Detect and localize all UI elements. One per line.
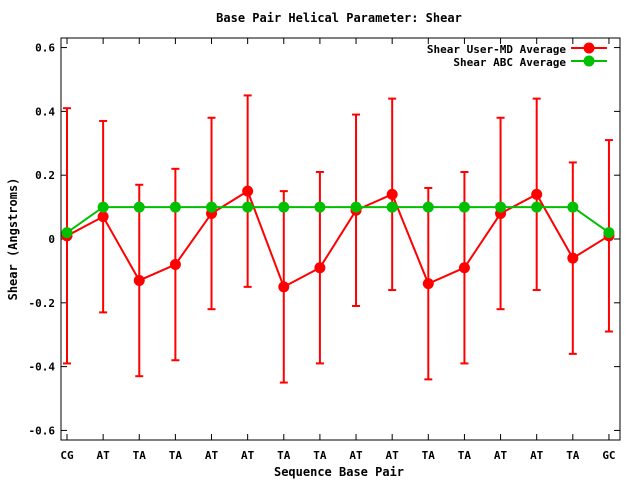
data-point-user-md [422,278,434,290]
legend-label-abc: Shear ABC Average [453,56,566,69]
x-tick-label: TA [133,449,147,462]
y-tick-label: -0.2 [29,297,56,310]
data-point-user-md [278,281,290,293]
data-point-abc [97,201,109,213]
data-point-abc [386,201,398,213]
series-layer [61,94,615,384]
x-tick-label: AT [205,449,219,462]
series-line-user-md [66,189,610,289]
data-point-abc [458,201,470,213]
data-point-abc [242,201,254,213]
data-point-user-md [314,262,326,274]
data-point-abc [603,227,615,239]
x-tick-label: AT [530,449,544,462]
x-tick-label: GC [602,449,615,462]
x-axis-label: Sequence Base Pair [274,465,404,479]
x-tick-label: TA [313,449,327,462]
legend-label-user-md: Shear User-MD Average [427,43,566,56]
y-tick-label: 0.6 [35,42,55,55]
y-tick-label: -0.6 [29,424,56,437]
data-point-abc [169,201,181,213]
data-point-abc [422,201,434,213]
x-tick-label: TA [458,449,472,462]
data-point-abc [61,227,73,239]
x-tick-label: AT [97,449,111,462]
data-point-abc [350,201,362,213]
y-axis-label: Shear (Angstroms) [6,178,20,301]
data-point-abc [133,201,145,213]
data-point-user-md [531,188,543,200]
data-point-user-md [567,252,579,264]
data-point-user-md [97,211,109,223]
data-point-user-md [169,259,181,271]
data-point-abc [531,201,543,213]
legend-swatch-user-md-marker [583,42,595,54]
x-tick-label: AT [494,449,508,462]
data-point-user-md [133,274,145,286]
chart-title: Base Pair Helical Parameter: Shear [216,11,462,25]
x-axis: CG AT TA TA AT AT TA TA AT AT TA TA AT AT TA GC [60,38,616,462]
data-point-user-md [242,185,254,197]
x-tick-label: TA [277,449,291,462]
data-point-abc [567,201,579,213]
legend: Shear User-MD Average Shear ABC Average [427,42,607,69]
x-tick-label: TA [422,449,436,462]
data-point-abc [314,201,326,213]
y-axis: -0.6 -0.4 -0.2 0 0.2 0.4 0.6 [29,42,620,437]
data-point-abc [278,201,290,213]
data-point-abc [495,201,507,213]
x-tick-label: TA [566,449,580,462]
data-point-user-md [386,188,398,200]
data-point-user-md [458,262,470,274]
x-tick-label: TA [169,449,183,462]
y-tick-label: 0.4 [35,105,55,118]
legend-swatch-abc-marker [583,55,595,67]
x-tick-label: CG [60,449,74,462]
y-tick-label: 0.2 [35,169,55,182]
data-point-abc [206,201,218,213]
y-tick-label: -0.4 [29,361,56,374]
x-tick-label: AT [386,449,400,462]
x-tick-label: AT [349,449,363,462]
series-line-abc [66,206,610,234]
x-tick-label: AT [241,449,255,462]
y-tick-label: 0 [48,233,55,246]
